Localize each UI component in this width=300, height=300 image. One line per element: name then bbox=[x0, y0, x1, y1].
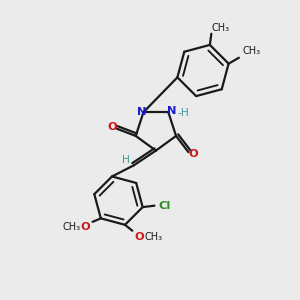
Text: CH₃: CH₃ bbox=[62, 222, 80, 232]
Text: CH₃: CH₃ bbox=[145, 232, 163, 242]
Text: -H: -H bbox=[178, 108, 190, 118]
Text: O: O bbox=[80, 222, 90, 232]
Text: O: O bbox=[134, 232, 144, 242]
Text: O: O bbox=[189, 148, 199, 159]
Text: CH₃: CH₃ bbox=[212, 23, 230, 33]
Text: O: O bbox=[107, 122, 117, 132]
Text: H: H bbox=[122, 155, 130, 165]
Text: Cl: Cl bbox=[158, 201, 170, 211]
Text: N: N bbox=[167, 106, 177, 116]
Text: N: N bbox=[136, 106, 146, 117]
Text: CH₃: CH₃ bbox=[242, 46, 260, 56]
